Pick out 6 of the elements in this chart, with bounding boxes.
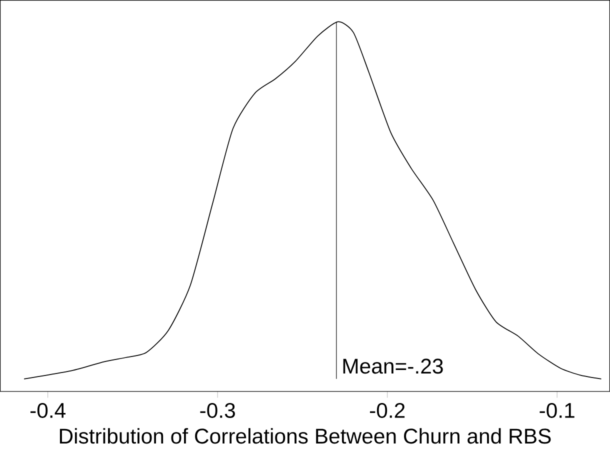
x-axis-title: Distribution of Correlations Between Churn and RBS — [60, 428, 551, 444]
ref-line-label: Mean=-.23 — [343, 358, 443, 374]
x-tick-label: -0.4 — [30, 403, 66, 418]
x-tick-label: -0.2 — [370, 403, 405, 418]
x-tick-label: -0.1 — [540, 403, 574, 418]
x-tick-label: -0.3 — [200, 403, 235, 418]
